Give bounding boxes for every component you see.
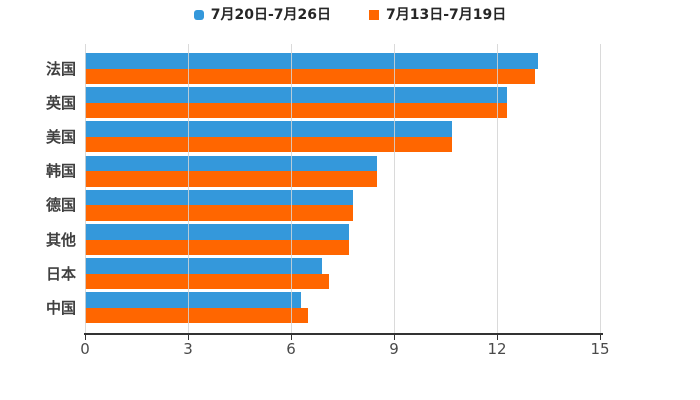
bar-德国-7月20日-7月26日: [85, 189, 353, 206]
legend-label: 7月20日-7月26日: [210, 7, 331, 23]
legend-marker-icon: [369, 10, 379, 20]
bar-中国-7月20日-7月26日: [85, 292, 302, 308]
x-axis-tick: [291, 333, 292, 340]
y-axis-label: 韩国: [45, 162, 76, 181]
gridline: [600, 44, 601, 333]
y-axis-label: 中国: [45, 298, 76, 317]
legend-item-series-1[interactable]: 7月20日-7月26日: [193, 7, 331, 23]
x-axis-tick: [85, 333, 86, 340]
bar-英国-7月13日-7月19日: [85, 102, 508, 119]
x-axis-tick: [188, 333, 189, 340]
bar-日本-7月13日-7月19日: [85, 273, 329, 290]
bar-法国-7月20日-7月26日: [85, 53, 539, 69]
bar-美国-7月20日-7月26日: [85, 121, 453, 137]
x-axis-tick-label: 0: [80, 340, 90, 358]
bar-美国-7月13日-7月19日: [85, 136, 453, 153]
bar-英国-7月20日-7月26日: [85, 87, 508, 103]
x-axis-line: [84, 333, 603, 335]
legend-item-series-2[interactable]: 7月13日-7月19日: [369, 8, 506, 22]
bar-其他-7月20日-7月26日: [85, 224, 350, 240]
y-axis-label: 其他: [45, 230, 76, 249]
bar-法国-7月13日-7月19日: [85, 68, 535, 84]
x-axis-tick-label: 6: [286, 340, 296, 358]
bar-中国-7月13日-7月19日: [85, 307, 309, 324]
x-axis-tick-label: 15: [590, 340, 610, 358]
bar-德国-7月13日-7月19日: [85, 205, 353, 221]
x-axis-tick: [600, 333, 601, 340]
bar-韩国-7月13日-7月19日: [85, 171, 377, 187]
y-axis-label: 德国: [45, 196, 76, 215]
legend-marker-icon: [193, 10, 204, 20]
y-axis-label: 日本: [45, 264, 76, 283]
x-axis-tick: [497, 333, 498, 340]
bar-其他-7月13日-7月19日: [85, 239, 350, 255]
x-axis-tick: [394, 333, 395, 340]
legend-label: 7月13日-7月19日: [386, 7, 507, 23]
chart-legend: 7月20日-7月26日 7月13日-7月19日: [0, 4, 700, 26]
x-axis-tick-label: 12: [487, 340, 507, 358]
bar-日本-7月20日-7月26日: [85, 258, 322, 274]
y-axis-label: 英国: [45, 93, 76, 112]
y-axis-label: 法国: [45, 59, 76, 78]
bar-韩国-7月20日-7月26日: [85, 155, 377, 172]
y-axis-label: 美国: [45, 127, 76, 146]
x-axis-tick-label: 9: [389, 340, 399, 358]
x-axis-tick-label: 3: [183, 340, 193, 358]
